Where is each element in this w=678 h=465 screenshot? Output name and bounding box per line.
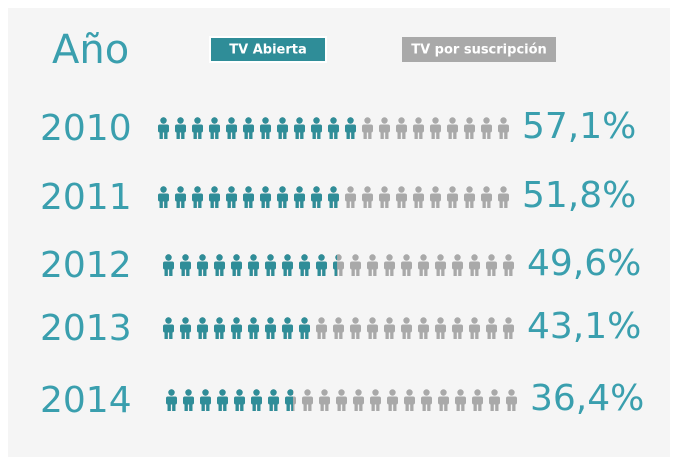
year-label: 2013 xyxy=(40,308,132,349)
legend-label: TV por suscripción xyxy=(411,43,547,58)
legend-swatch xyxy=(209,36,327,63)
year-label: 2011 xyxy=(40,177,132,218)
legend-label: TV Abierta xyxy=(229,43,307,58)
year-label: 2010 xyxy=(40,108,132,149)
value-label: 49,6% xyxy=(527,243,641,284)
value-label: 57,1% xyxy=(522,106,636,147)
year-label: 2012 xyxy=(40,245,132,286)
value-label: 36,4% xyxy=(530,378,644,419)
year-label: 2014 xyxy=(40,380,132,421)
category-header: Año xyxy=(52,27,129,73)
value-label: 51,8% xyxy=(522,175,636,216)
legend-swatch xyxy=(402,37,556,62)
value-label: 43,1% xyxy=(527,306,641,347)
background xyxy=(8,8,670,457)
